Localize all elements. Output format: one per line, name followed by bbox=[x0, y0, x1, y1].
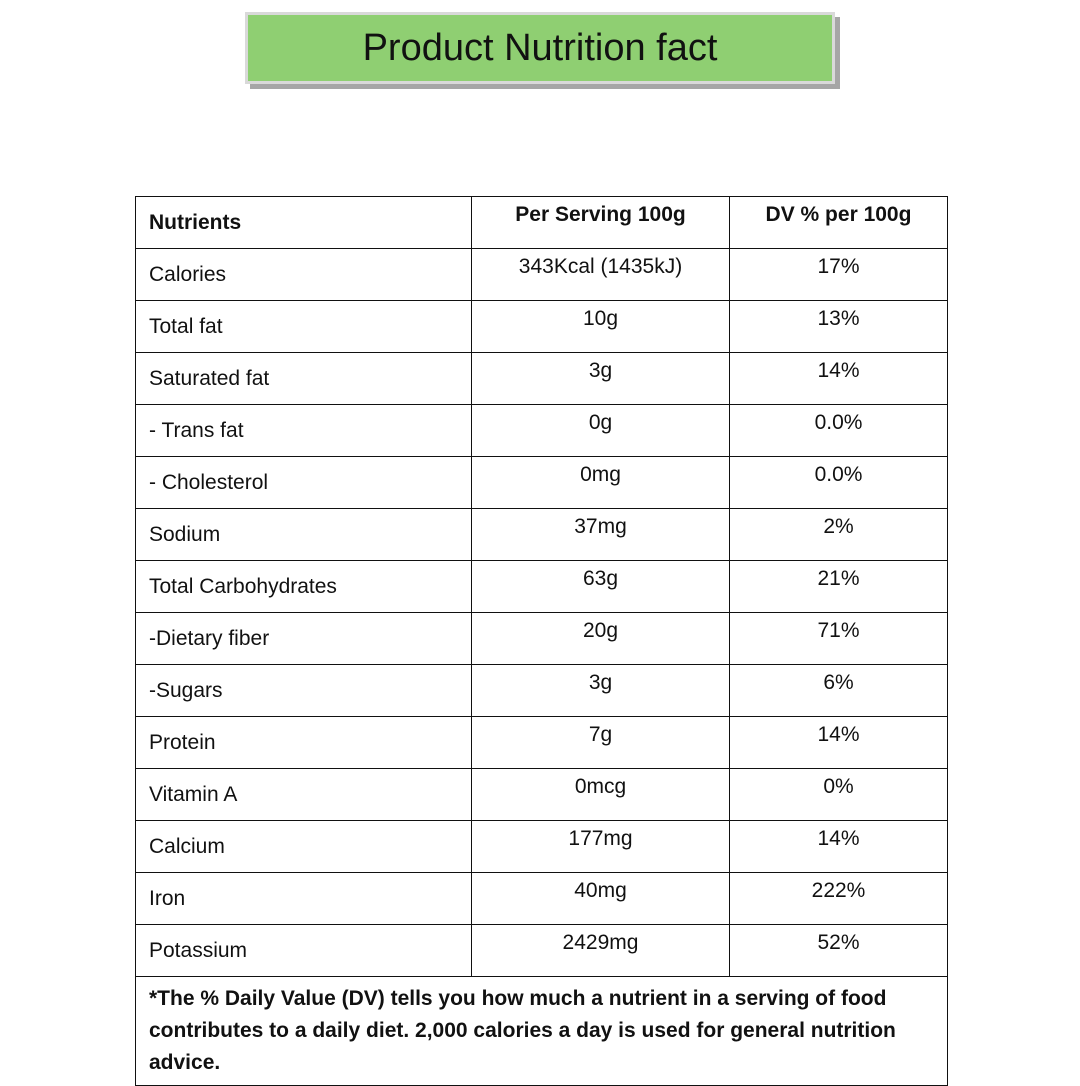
nutrient-cell: Protein bbox=[135, 716, 472, 769]
value-cell: 0mcg bbox=[471, 768, 730, 821]
value-cell: 0.0% bbox=[729, 404, 948, 457]
value-cell: 222% bbox=[729, 872, 948, 925]
nutrient-cell: Total fat bbox=[135, 300, 472, 353]
nutrient-cell: - Cholesterol bbox=[135, 456, 472, 509]
row: Sodium 37mg 2% bbox=[135, 508, 948, 561]
row: Vitamin A 0mcg 0% bbox=[135, 768, 948, 821]
value-cell: 63g bbox=[471, 560, 730, 613]
row: -Sugars 3g 6% bbox=[135, 664, 948, 717]
value-cell: 177mg bbox=[471, 820, 730, 873]
value-cell: 3g bbox=[471, 664, 730, 717]
value-cell: 7g bbox=[471, 716, 730, 769]
value-cell: 52% bbox=[729, 924, 948, 977]
value-cell: 14% bbox=[729, 352, 948, 405]
nutrient-cell: Sodium bbox=[135, 508, 472, 561]
value-cell: 2429mg bbox=[471, 924, 730, 977]
value-cell: 10g bbox=[471, 300, 730, 353]
header-cell: Nutrients bbox=[135, 196, 472, 249]
value-cell: 17% bbox=[729, 248, 948, 301]
value-cell: 6% bbox=[729, 664, 948, 717]
row: - Trans fat 0g 0.0% bbox=[135, 404, 948, 457]
header-cell: Per Serving 100g bbox=[471, 196, 730, 249]
nutrient-cell: - Trans fat bbox=[135, 404, 472, 457]
table-body: Nutrients Per Serving 100g DV % per 100g Ca… bbox=[135, 196, 948, 1086]
nutrient-cell: -Sugars bbox=[135, 664, 472, 717]
nutrient-cell: Saturated fat bbox=[135, 352, 472, 405]
footnote: *The % Daily Value (DV) tells you how mu… bbox=[135, 976, 948, 1086]
value-cell: 20g bbox=[471, 612, 730, 665]
value-cell: 14% bbox=[729, 716, 948, 769]
header-cell: DV % per 100g bbox=[729, 196, 948, 249]
value-cell: 71% bbox=[729, 612, 948, 665]
nutrient-cell: Iron bbox=[135, 872, 472, 925]
row: Saturated fat 3g 14% bbox=[135, 352, 948, 405]
row: Total Carbohydrates 63g 21% bbox=[135, 560, 948, 613]
row: Calcium 177mg 14% bbox=[135, 820, 948, 873]
value-cell: 2% bbox=[729, 508, 948, 561]
nutrient-cell: Vitamin A bbox=[135, 768, 472, 821]
value-cell: 40mg bbox=[471, 872, 730, 925]
nutrient-cell: Calories bbox=[135, 248, 472, 301]
footnote-row: *The % Daily Value (DV) tells you how mu… bbox=[135, 976, 948, 1086]
row: - Cholesterol 0mg 0.0% bbox=[135, 456, 948, 509]
value-cell: 3g bbox=[471, 352, 730, 405]
value-cell: 0mg bbox=[471, 456, 730, 509]
value-cell: 21% bbox=[729, 560, 948, 613]
nutrient-cell: -Dietary fiber bbox=[135, 612, 472, 665]
row: -Dietary fiber 20g 71% bbox=[135, 612, 948, 665]
title-banner: Product Nutrition fact bbox=[245, 12, 835, 84]
value-cell: 0g bbox=[471, 404, 730, 457]
value-cell: 343Kcal (1435kJ) bbox=[471, 248, 730, 301]
row: Iron 40mg 222% bbox=[135, 872, 948, 925]
value-cell: 14% bbox=[729, 820, 948, 873]
row: Protein 7g 14% bbox=[135, 716, 948, 769]
row: Potassium 2429mg 52% bbox=[135, 924, 948, 977]
value-cell: 13% bbox=[729, 300, 948, 353]
nutrient-cell: Potassium bbox=[135, 924, 472, 977]
nutrition-table: Nutrients Per Serving 100g DV % per 100g Ca… bbox=[135, 196, 948, 1086]
nutrient-cell: Calcium bbox=[135, 820, 472, 873]
header-row: Nutrients Per Serving 100g DV % per 100g bbox=[135, 196, 948, 249]
value-cell: 37mg bbox=[471, 508, 730, 561]
value-cell: 0.0% bbox=[729, 456, 948, 509]
row: Total fat 10g 13% bbox=[135, 300, 948, 353]
nutrient-cell: Total Carbohydrates bbox=[135, 560, 472, 613]
row: Calories 343Kcal (1435kJ) 17% bbox=[135, 248, 948, 301]
value-cell: 0% bbox=[729, 768, 948, 821]
